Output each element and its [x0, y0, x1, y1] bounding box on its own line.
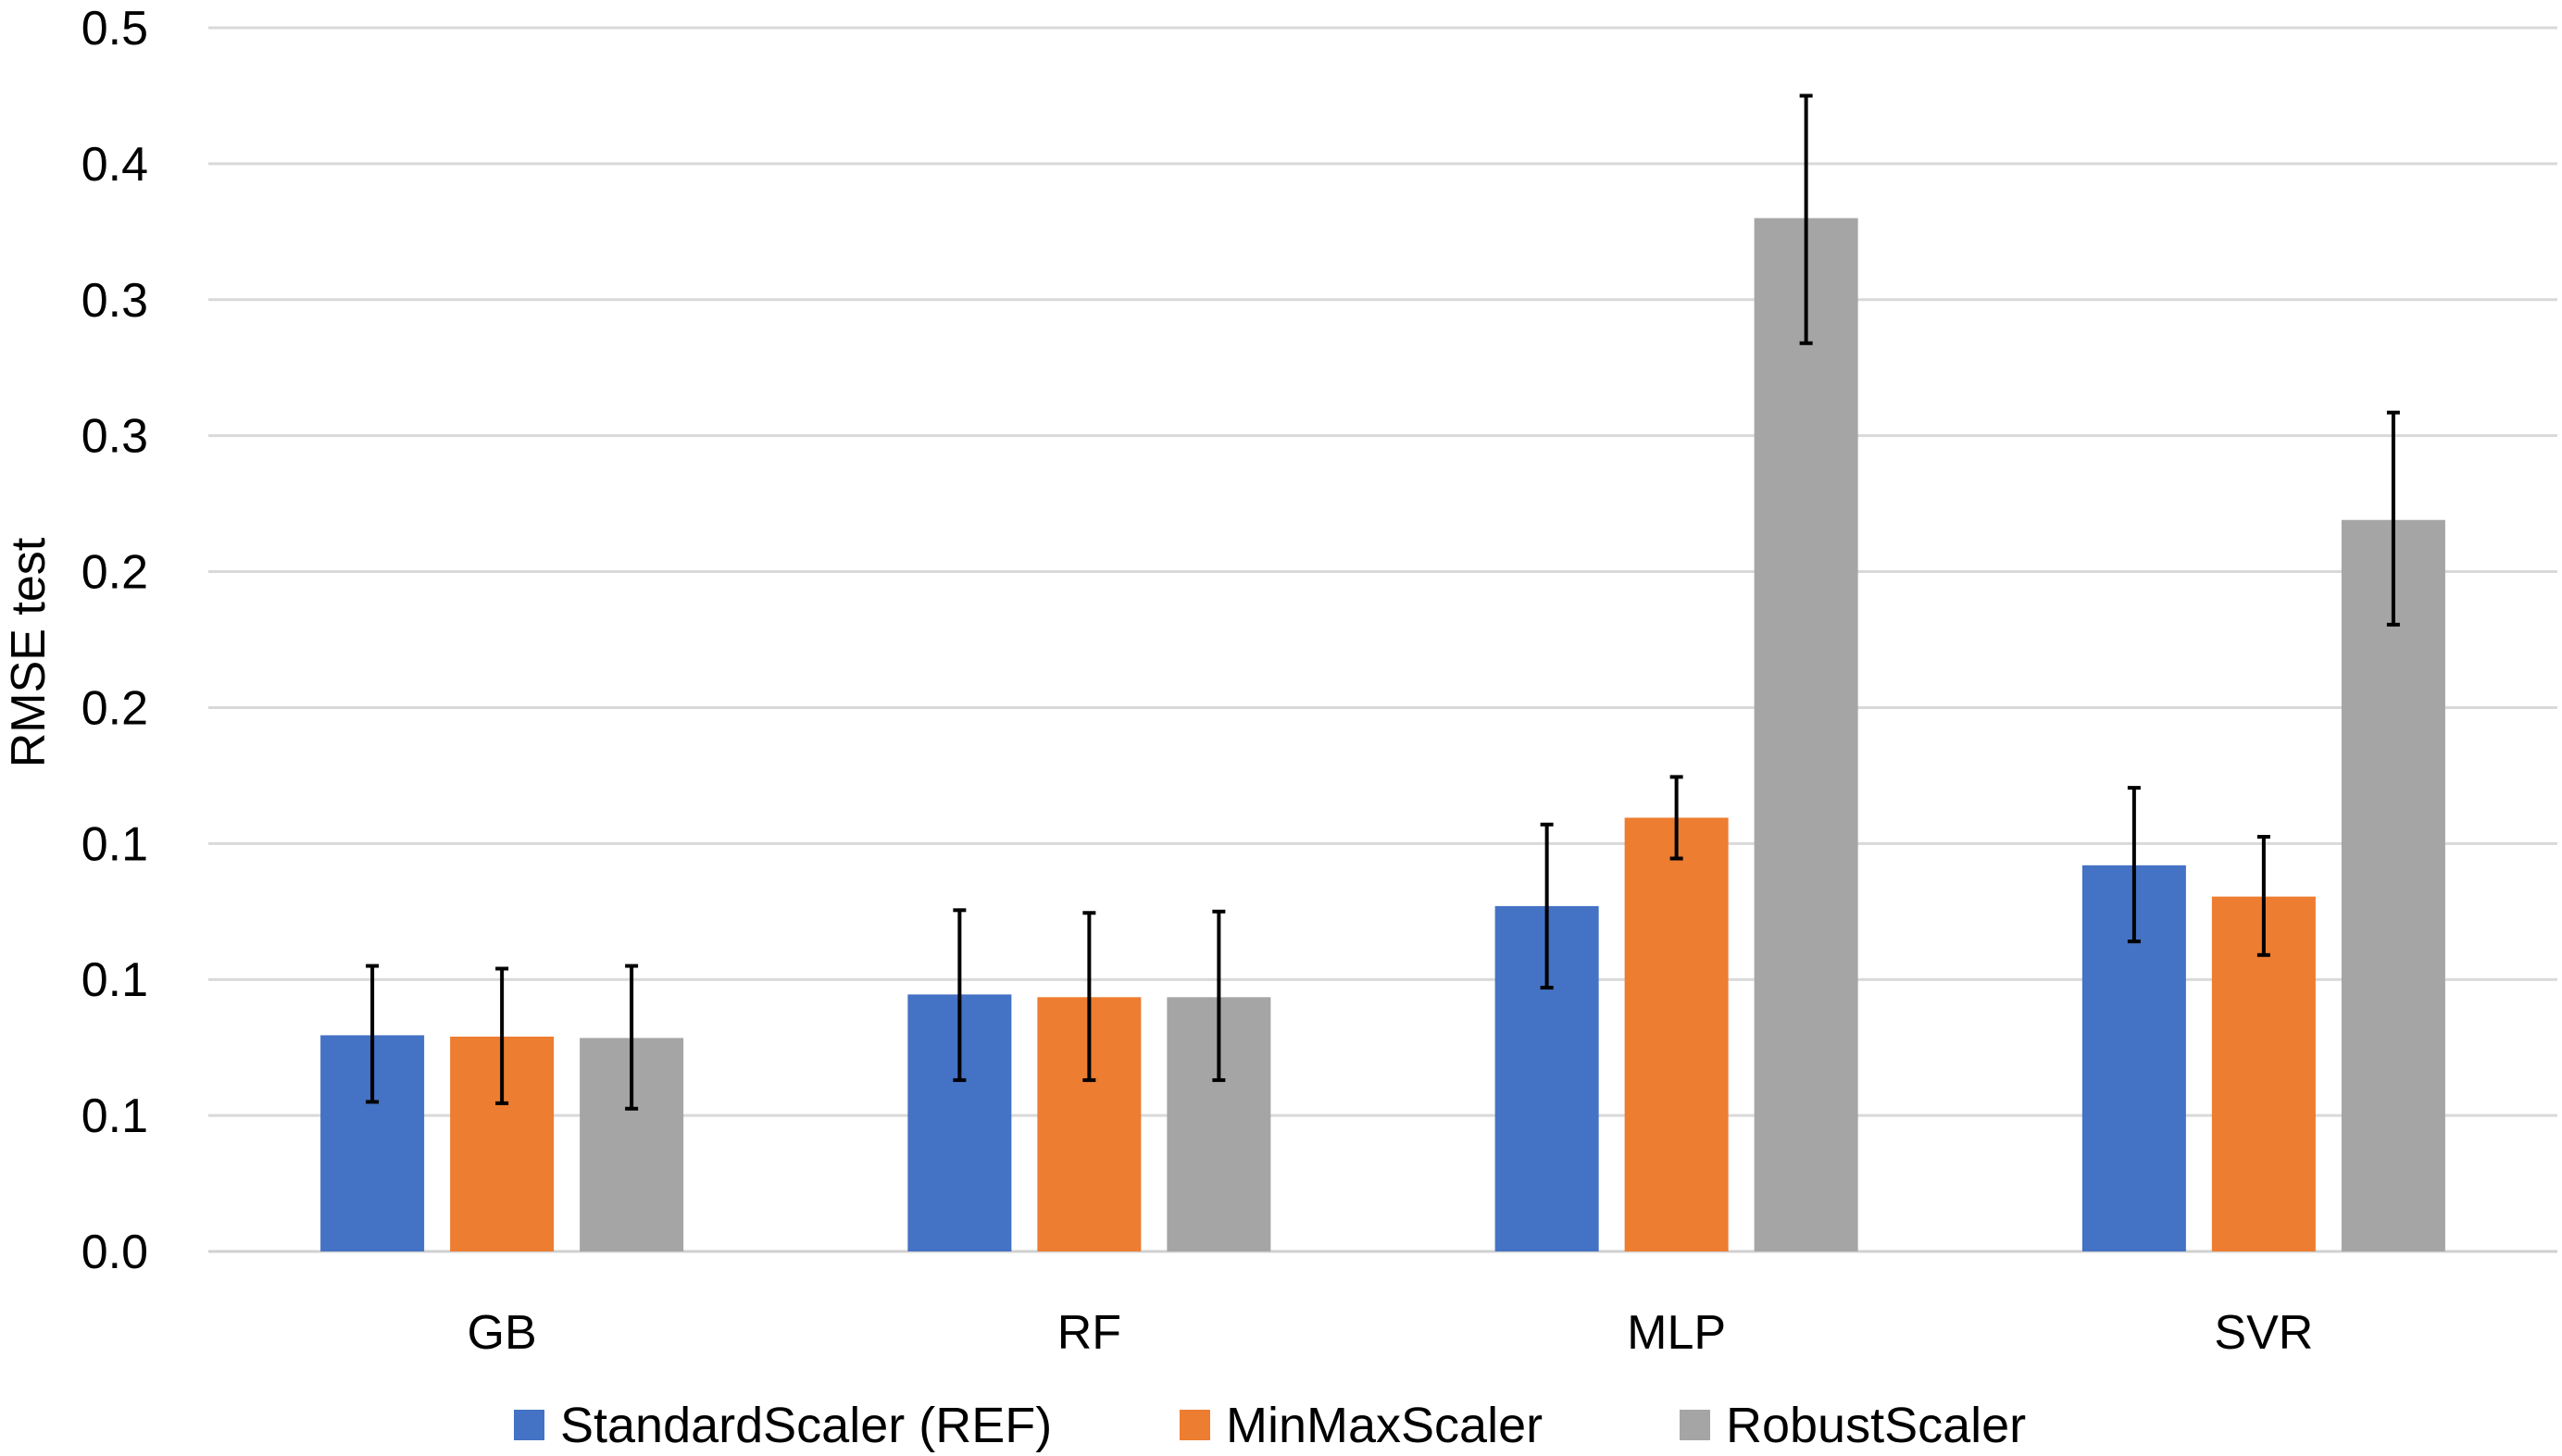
- y-tick-label: 0.2: [81, 681, 148, 735]
- legend: StandardScaler (REF) MinMaxScaler RobustSc…: [514, 1398, 2026, 1453]
- bars: [320, 218, 2445, 1252]
- x-axis-ticks: GB RF MLP SVR: [468, 1306, 2314, 1360]
- legend-item: StandardScaler (REF): [514, 1398, 1052, 1453]
- error-bar: [495, 966, 509, 1105]
- error-bar: [953, 908, 967, 1082]
- y-tick-label: 0.1: [81, 817, 148, 871]
- error-bar: [366, 964, 380, 1104]
- legend-item: RobustScaler: [1680, 1398, 2026, 1453]
- y-tick-label: 0.4: [81, 138, 148, 192]
- y-tick-label: 0.3: [81, 274, 148, 328]
- legend-swatch: [514, 1410, 544, 1440]
- legend-swatch: [1680, 1410, 1710, 1440]
- y-tick-label: 0.1: [81, 1089, 148, 1143]
- y-tick-label: 0.1: [81, 953, 148, 1007]
- error-bars: [366, 93, 2400, 1111]
- y-tick-label: 0.5: [81, 2, 148, 56]
- legend-label: MinMaxScaler: [1226, 1398, 1543, 1453]
- y-tick-label: 0.2: [81, 546, 148, 600]
- bar: [1754, 218, 1858, 1252]
- legend-label: RobustScaler: [1726, 1398, 2026, 1453]
- error-bar: [2256, 834, 2270, 957]
- error-bar: [1212, 909, 1226, 1082]
- error-bar: [1799, 93, 1813, 345]
- error-bar: [1540, 822, 1554, 990]
- error-bar: [2127, 786, 2141, 944]
- legend-label: StandardScaler (REF): [560, 1398, 1052, 1453]
- y-axis-ticks: 0.0 0.1 0.1 0.1 0.2 0.2 0.3 0.3 0.4 0.5: [81, 2, 148, 1279]
- error-bar: [1669, 775, 1683, 861]
- error-bar: [2386, 410, 2400, 627]
- x-tick-label: SVR: [2214, 1306, 2313, 1360]
- y-tick-label: 0.3: [81, 410, 148, 464]
- bar: [1624, 817, 1729, 1251]
- x-tick-label: MLP: [1627, 1306, 1726, 1360]
- y-tick-label: 0.0: [81, 1226, 148, 1279]
- y-axis-label: RMSE test: [2, 537, 56, 767]
- x-tick-label: RF: [1057, 1306, 1121, 1360]
- bar: [2341, 519, 2445, 1251]
- error-bar: [625, 964, 639, 1111]
- legend-swatch: [1180, 1410, 1210, 1440]
- x-tick-label: GB: [468, 1306, 537, 1360]
- legend-item: MinMaxScaler: [1180, 1398, 1543, 1453]
- error-bar: [1082, 911, 1096, 1082]
- gridlines: [208, 26, 2557, 1253]
